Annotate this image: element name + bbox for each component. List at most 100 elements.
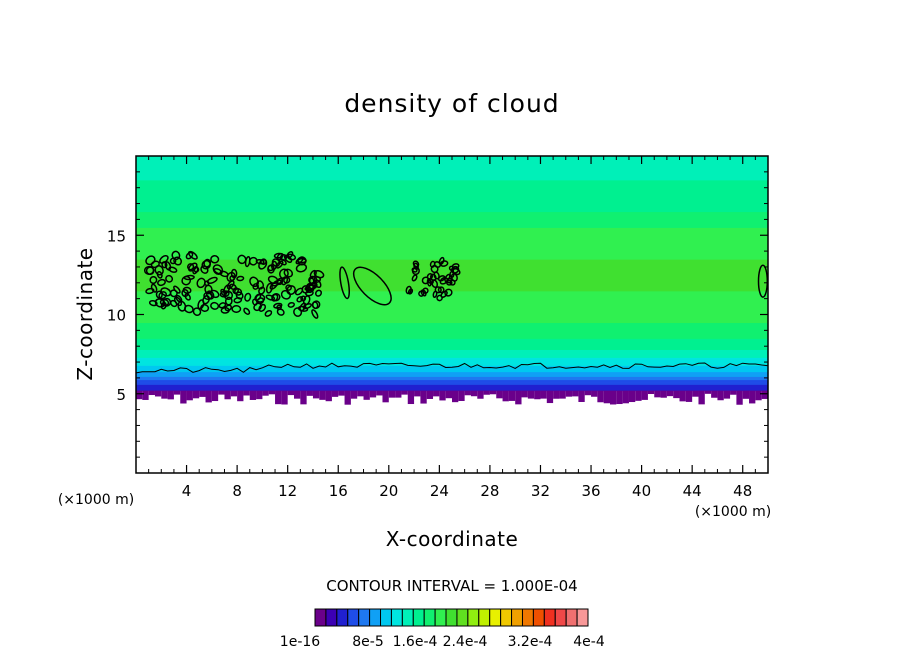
cloud-base-fringe <box>723 390 731 399</box>
density-band <box>136 343 768 346</box>
cloud-base-fringe <box>407 390 415 405</box>
cloud-base-fringe <box>142 390 149 400</box>
density-band <box>136 187 768 190</box>
density-band <box>136 369 768 373</box>
y-tick-label: 5 <box>116 386 126 404</box>
contour-line <box>229 283 237 291</box>
contour-line <box>267 264 275 274</box>
density-band <box>136 376 768 379</box>
cloud-base-fringe <box>262 390 269 396</box>
contour-line <box>222 284 231 295</box>
density-band <box>136 316 768 319</box>
cloud-base-fringe <box>527 390 535 399</box>
density-band <box>136 331 768 335</box>
density-band <box>136 173 768 176</box>
contour-line <box>136 362 768 374</box>
cloud-base-fringe <box>673 390 680 399</box>
contour-line <box>200 304 210 312</box>
cloud-base-fringe <box>597 390 604 403</box>
density-band <box>136 295 768 298</box>
density-band <box>136 385 768 389</box>
density-band <box>136 225 768 228</box>
contour-line <box>148 299 158 307</box>
cloud-base-fringe <box>534 390 541 400</box>
density-band <box>136 251 768 254</box>
contour-line <box>184 293 191 301</box>
density-band <box>136 389 768 392</box>
colorbar-swatch <box>380 608 392 627</box>
cloud-base-fringe <box>180 390 187 404</box>
density-band <box>136 163 768 167</box>
density-band <box>136 317 768 320</box>
density-band <box>136 349 768 352</box>
cloud-base-fringe <box>761 390 768 399</box>
density-band <box>136 175 768 178</box>
contour-line <box>154 264 164 276</box>
cloud-base-fringe <box>521 390 528 398</box>
cloud-base-fringe <box>452 390 459 403</box>
density-band <box>136 293 768 297</box>
cloud-base-fringe <box>749 390 756 404</box>
cloud-base-fringe <box>483 390 490 395</box>
density-band <box>136 308 768 311</box>
contour-line <box>430 264 439 274</box>
density-band <box>136 241 768 244</box>
cloud-base-fringe <box>173 390 181 395</box>
contour-line <box>444 288 453 297</box>
contour-line <box>234 288 243 296</box>
colorbar-swatch <box>401 608 414 627</box>
contour-lines <box>136 250 768 374</box>
colorbar-swatch <box>456 608 469 627</box>
colorbar-label: 3.2e-4 <box>508 634 553 650</box>
colorbar-swatch <box>325 608 338 627</box>
density-band <box>136 224 768 227</box>
cloud-base-fringe <box>136 390 143 400</box>
cloud-base-fringe <box>470 390 478 397</box>
contour-interval-label: CONTOUR INTERVAL = 1.000E-04 <box>326 577 577 595</box>
x-tick-label: 32 <box>531 482 550 500</box>
x-tick-label: 12 <box>278 482 297 500</box>
density-band <box>136 254 768 257</box>
cloud-base-fringe <box>312 390 320 399</box>
contour-line <box>235 291 244 300</box>
contour-line <box>183 274 195 281</box>
density-band <box>136 211 768 214</box>
density-band <box>136 192 768 195</box>
contour-line <box>283 268 294 278</box>
density-band <box>136 243 768 246</box>
density-band <box>136 244 768 247</box>
density-band <box>136 182 768 186</box>
contour-line <box>308 281 318 290</box>
cloud-base-fringe <box>559 390 566 399</box>
y-tick-label: 10 <box>107 307 126 325</box>
cloud-base-fringe <box>660 390 667 398</box>
colorbar-swatch <box>511 608 523 627</box>
density-band <box>136 249 768 252</box>
colorbar-labels: 1e-16 8e-5 1.6e-4 2.4e-4 3.2e-4 4e-4 <box>280 634 605 650</box>
contour-line <box>231 305 242 313</box>
density-band <box>136 285 768 289</box>
contour-line <box>432 290 438 299</box>
cloud-base-fringe <box>496 390 503 399</box>
colorbar-swatch <box>347 608 360 627</box>
contour-line <box>286 251 294 259</box>
contour-line <box>286 285 296 296</box>
contour-line <box>411 267 418 273</box>
density-band <box>136 312 768 316</box>
density-band <box>136 320 768 324</box>
contour-line <box>244 292 252 302</box>
density-band <box>136 170 768 173</box>
contour-line <box>271 293 279 302</box>
density-band <box>136 366 768 369</box>
cloud-base-fringe <box>439 390 446 401</box>
contour-line <box>304 289 314 297</box>
cloud-base-fringe <box>363 390 370 400</box>
cloud-base-fringe <box>508 390 516 401</box>
density-band <box>136 195 768 198</box>
cloud-base-fringe <box>622 390 629 404</box>
density-band <box>136 198 768 201</box>
density-band <box>136 387 768 390</box>
cloud-base-fringe <box>647 390 655 395</box>
density-band <box>136 300 768 303</box>
cloud-base-fringe <box>154 390 162 397</box>
